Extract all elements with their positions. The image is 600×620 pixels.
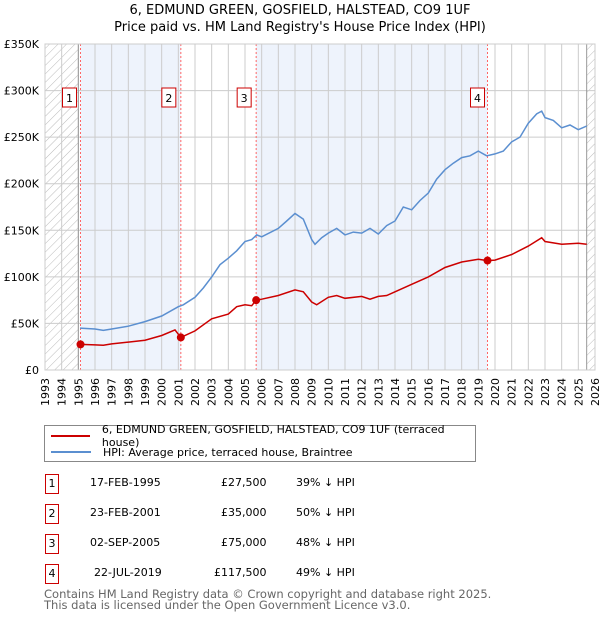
sale-row: 3 02-SEP-2005 £75,000 48% ↓ HPI xyxy=(44,534,444,556)
sale-row: 1 17-FEB-1995 £27,500 39% ↓ HPI xyxy=(44,474,444,496)
sale-row: 4 22-JUL-2019 £117,500 49% ↓ HPI xyxy=(44,564,444,586)
series-line-hpi xyxy=(79,110,588,332)
sale-label-box xyxy=(470,87,485,108)
footer-licence: This data is licensed under the Open Gov… xyxy=(44,598,411,612)
x-tick-label: 2013 xyxy=(372,378,385,406)
sale-label: 2 xyxy=(165,92,172,105)
y-tick-label: £0 xyxy=(25,364,39,377)
sale-date: 23-FEB-2001 xyxy=(90,506,161,519)
x-tick-label: 2012 xyxy=(356,378,369,406)
x-tick-label: 2011 xyxy=(339,378,352,406)
hatch-region xyxy=(586,44,595,370)
y-tick-label: £250K xyxy=(4,131,40,144)
chart-subtitle: Price paid vs. HM Land Registry's House … xyxy=(114,20,486,35)
shade-band xyxy=(256,44,488,370)
x-tick-label: 2018 xyxy=(456,378,469,406)
sale-hpi-diff: 48% ↓ HPI xyxy=(296,536,355,549)
x-tick-label: 2003 xyxy=(206,378,219,406)
x-tick-label: 2002 xyxy=(189,378,202,406)
x-tick-label: 2010 xyxy=(322,378,335,406)
legend-swatch-hpi xyxy=(51,451,91,453)
sale-number: 4 xyxy=(45,564,59,584)
sale-price: £27,500 xyxy=(221,476,267,489)
sale-label-box xyxy=(161,87,177,108)
sale-label: 1 xyxy=(66,92,73,105)
y-tick-label: £50K xyxy=(11,317,40,330)
plot-border xyxy=(44,43,596,371)
x-tick-label: 1995 xyxy=(72,378,85,406)
legend-label-hpi: HPI: Average price, terraced house, Brai… xyxy=(103,445,353,459)
legend-item-property: 6, EDMUND GREEN, GOSFIELD, HALSTEAD, CO9… xyxy=(45,423,475,449)
series-line-property xyxy=(80,236,587,347)
sale-hpi-diff: 49% ↓ HPI xyxy=(296,566,355,579)
sale-point xyxy=(76,340,85,349)
x-tick-label: 2017 xyxy=(439,378,452,406)
x-tick-label: 2015 xyxy=(406,378,419,406)
x-tick-label: 2022 xyxy=(522,378,535,406)
y-tick-label: £300K xyxy=(4,85,40,98)
sale-number: 3 xyxy=(45,534,59,554)
footer-copyright: Contains HM Land Registry data © Crown c… xyxy=(44,587,492,601)
x-tick-label: 1998 xyxy=(122,378,135,406)
x-tick-label: 2005 xyxy=(239,378,252,406)
sale-number: 1 xyxy=(45,474,59,494)
sale-label: 3 xyxy=(241,92,248,105)
y-tick-label: £350K xyxy=(4,38,40,51)
y-tick-label: £200K xyxy=(4,178,40,191)
sale-point xyxy=(483,256,492,265)
x-tick-label: 2009 xyxy=(306,378,319,406)
y-tick-label: £150K xyxy=(4,224,40,237)
x-tick-label: 1993 xyxy=(39,378,52,406)
sale-price: £35,000 xyxy=(221,506,267,519)
legend-swatch-property xyxy=(51,435,90,437)
sale-number: 2 xyxy=(45,504,59,524)
x-tick-label: 1994 xyxy=(56,378,69,406)
price-chart: 1993 1994 1995 1996 1997 1998 1999 2000 2001 2002… xyxy=(4,38,600,406)
chart-legend: 6, EDMUND GREEN, GOSFIELD, HALSTEAD, CO9… xyxy=(44,423,476,462)
x-tick-label: 2004 xyxy=(222,378,235,406)
legend-label-property: 6, EDMUND GREEN, GOSFIELD, HALSTEAD, CO9… xyxy=(101,423,445,449)
x-tick-label: 2014 xyxy=(389,378,402,406)
sale-price: £75,000 xyxy=(221,536,267,549)
x-tick-label: 1997 xyxy=(106,378,119,406)
chart-title: 6, EDMUND GREEN, GOSFIELD, HALSTEAD, CO9… xyxy=(129,3,471,18)
x-tick-label: 2016 xyxy=(422,378,435,406)
sale-label-box xyxy=(236,87,252,108)
legend-item-hpi: HPI: Average price, terraced house, Brai… xyxy=(45,444,353,460)
x-tick-label: 2020 xyxy=(489,378,502,406)
x-tick-label: 2023 xyxy=(539,378,552,406)
sale-point xyxy=(252,296,261,305)
x-tick-label: 2021 xyxy=(506,378,519,406)
x-tick-label: 2006 xyxy=(256,378,269,406)
sale-price: £117,500 xyxy=(214,566,267,579)
sale-date: 02-SEP-2005 xyxy=(90,536,161,549)
sale-row: 2 23-FEB-2001 £35,000 50% ↓ HPI xyxy=(44,504,444,526)
x-tick-label: 1999 xyxy=(139,378,152,406)
x-tick-label: 2024 xyxy=(556,378,569,406)
x-tick-label: 2026 xyxy=(589,378,600,406)
sale-point xyxy=(176,333,185,342)
x-tick-label: 2008 xyxy=(289,378,302,406)
y-tick-label: £100K xyxy=(4,271,40,284)
x-tick-label: 2001 xyxy=(172,378,185,406)
x-tick-label: 2000 xyxy=(156,378,169,406)
sale-label: 4 xyxy=(474,92,481,105)
sale-date: 17-FEB-1995 xyxy=(90,476,161,489)
x-tick-label: 2007 xyxy=(272,378,285,406)
x-tick-label: 2019 xyxy=(472,378,485,406)
sale-hpi-diff: 39% ↓ HPI xyxy=(296,476,355,489)
sale-hpi-diff: 50% ↓ HPI xyxy=(296,506,355,519)
sale-date: 22-JUL-2019 xyxy=(94,566,162,579)
x-tick-label: 1996 xyxy=(89,378,102,406)
sale-label-box xyxy=(62,87,77,108)
x-tick-label: 2025 xyxy=(572,378,585,406)
